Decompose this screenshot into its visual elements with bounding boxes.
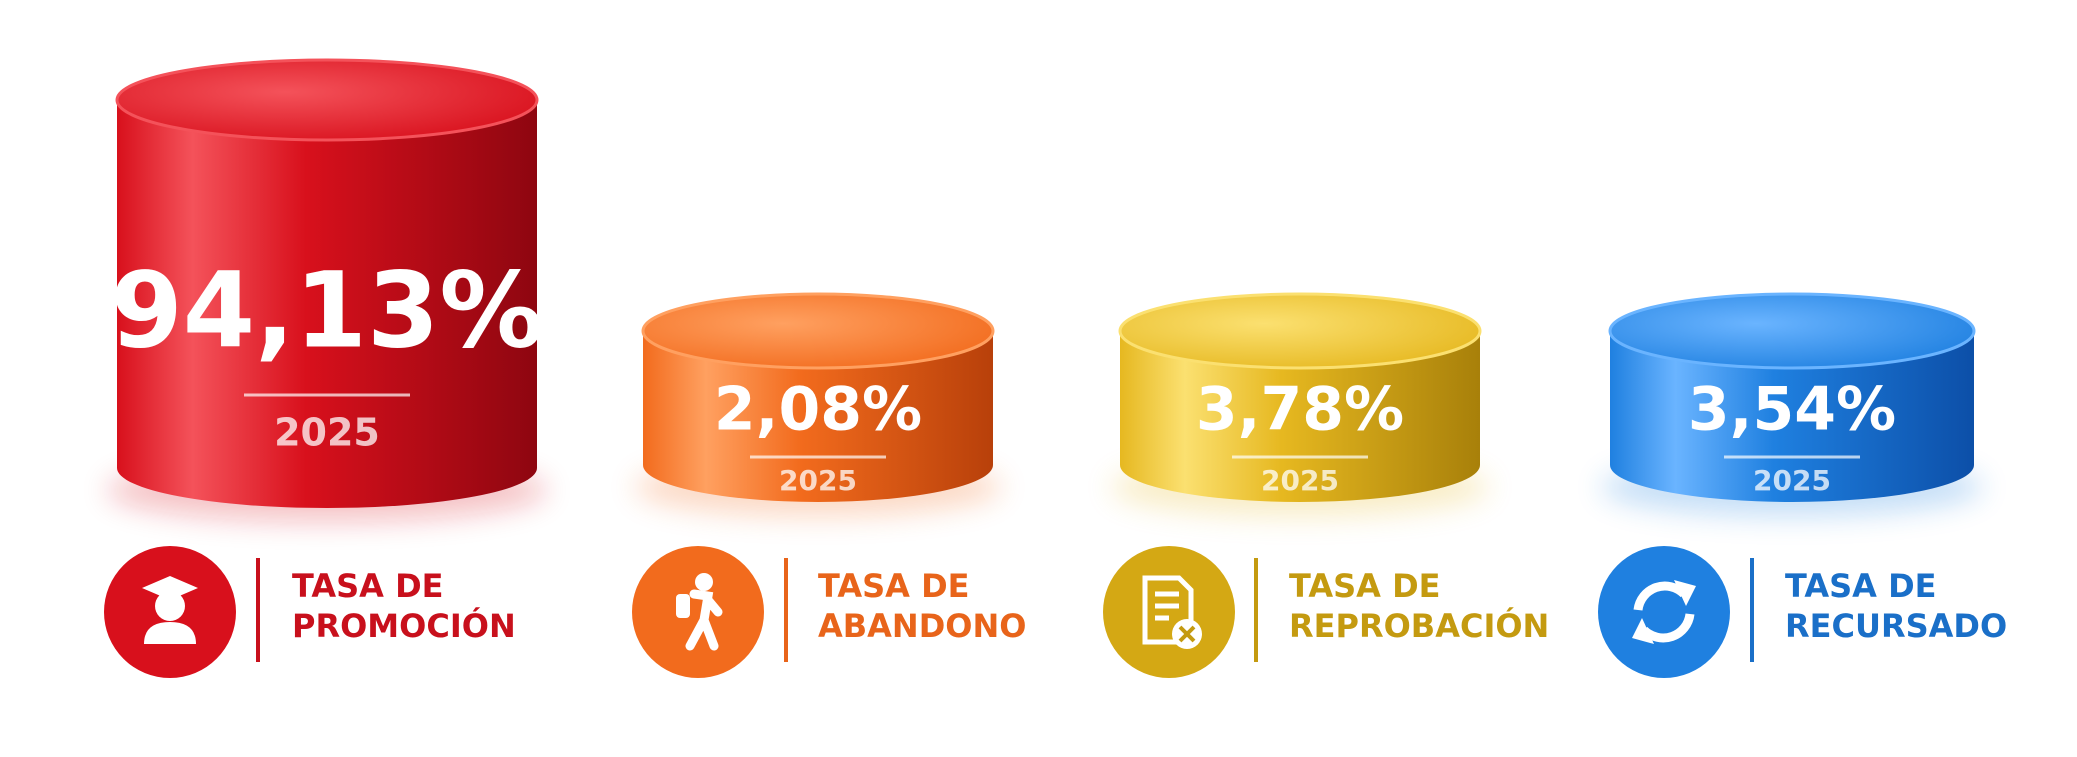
indicator-label: TASA DE xyxy=(1289,567,1440,605)
icon xyxy=(1632,580,1696,644)
rate-value: 94,13% xyxy=(110,249,543,371)
cylinder-top xyxy=(641,292,995,370)
icon-arrow-b xyxy=(1640,613,1695,643)
icon-badge xyxy=(1598,546,1730,678)
cylinder-body xyxy=(117,100,537,508)
icon-head-b xyxy=(1632,618,1654,644)
icon-doc xyxy=(1142,575,1194,645)
rate-year: 2025 xyxy=(274,411,380,455)
cylinder-top xyxy=(1608,292,1976,370)
icon-x xyxy=(1178,625,1196,643)
rate-value: 2,08% xyxy=(714,375,922,445)
rate-value: 3,78% xyxy=(1196,375,1404,445)
rate-year: 2025 xyxy=(779,464,857,497)
rate-year: 2025 xyxy=(1753,464,1831,497)
icon-head-a xyxy=(1674,580,1696,606)
icon-arrow-a xyxy=(1633,581,1688,611)
cylinder-top xyxy=(115,58,539,142)
rate-value: 3,54% xyxy=(1688,375,1896,445)
icon-body xyxy=(685,589,723,651)
cylinder-body xyxy=(1120,331,1480,502)
icon-badge xyxy=(1103,546,1235,678)
icon-badge xyxy=(632,546,764,678)
cylinder-body xyxy=(1610,331,1974,502)
indicator-label: PROMOCIÓN xyxy=(292,606,516,645)
indicator-label: TASA DE xyxy=(818,567,969,605)
indicator-label: ABANDONO xyxy=(818,607,1026,645)
icon-backpack xyxy=(676,594,690,618)
icon xyxy=(142,576,198,644)
indicator-label: TASA DE xyxy=(1785,567,1936,605)
cylinder-top xyxy=(1118,292,1482,370)
cylinder-body xyxy=(643,331,993,502)
icon-cap xyxy=(142,576,198,600)
icon-body xyxy=(144,622,196,644)
icon-lines xyxy=(1155,591,1179,621)
icon xyxy=(1142,575,1202,649)
indicator-label: REPROBACIÓN xyxy=(1289,606,1549,645)
indicator-label: TASA DE xyxy=(292,567,443,605)
icon-head xyxy=(155,591,185,621)
indicator-label: RECURSADO xyxy=(1785,607,2007,645)
rate-year: 2025 xyxy=(1261,464,1339,497)
icon-head xyxy=(695,573,713,591)
icon xyxy=(676,573,723,651)
